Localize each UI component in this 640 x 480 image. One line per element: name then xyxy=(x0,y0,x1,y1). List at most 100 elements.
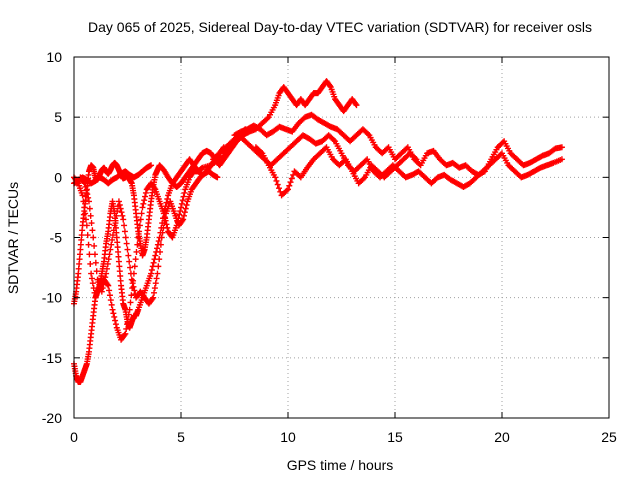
data-point xyxy=(122,234,129,241)
data-point xyxy=(121,228,128,235)
data-point xyxy=(104,260,111,267)
data-point xyxy=(137,216,144,223)
data-point xyxy=(125,311,132,318)
data-point xyxy=(142,193,149,200)
data-point xyxy=(365,131,372,138)
data-point xyxy=(131,263,138,270)
data-point xyxy=(326,82,333,89)
data-point xyxy=(120,216,127,223)
data-point xyxy=(412,155,419,162)
y-tick-labels: -20 -15 -10 -5 0 5 10 xyxy=(42,49,62,426)
data-point xyxy=(125,252,132,259)
data-point xyxy=(124,321,131,328)
data-point xyxy=(109,232,116,239)
data-point xyxy=(108,301,115,308)
data-point xyxy=(178,200,185,207)
data-point xyxy=(114,208,121,215)
data-point xyxy=(288,175,295,182)
data-point xyxy=(84,232,91,239)
data-point xyxy=(110,227,117,234)
data-point xyxy=(160,224,167,231)
data-point xyxy=(128,276,135,283)
data-point xyxy=(88,220,95,227)
y-tick-label: -5 xyxy=(50,230,63,246)
data-point xyxy=(258,149,265,156)
data-point xyxy=(154,245,161,252)
data-point xyxy=(122,330,129,337)
data-point xyxy=(178,204,184,211)
data-point xyxy=(83,187,90,194)
data-point xyxy=(152,252,159,259)
data-point xyxy=(103,265,110,272)
data-point xyxy=(276,185,283,192)
data-point xyxy=(82,183,89,190)
data-point xyxy=(157,241,164,248)
y-tick-label: 0 xyxy=(54,169,62,185)
data-point xyxy=(82,210,89,217)
data-point xyxy=(157,248,164,255)
data-point xyxy=(91,251,98,258)
data-point xyxy=(99,285,106,292)
data-point xyxy=(90,234,97,241)
data-point xyxy=(83,222,90,229)
data-point xyxy=(86,251,93,258)
data-point xyxy=(130,283,137,290)
data-point xyxy=(151,185,158,192)
grid-lines xyxy=(74,57,609,418)
data-point xyxy=(159,229,166,236)
data-point xyxy=(179,217,186,224)
data-point xyxy=(139,204,146,211)
data-point xyxy=(133,248,140,255)
data-point xyxy=(113,212,120,219)
data-point xyxy=(151,289,158,296)
data-point xyxy=(85,194,92,201)
x-tick-label: 15 xyxy=(387,429,403,445)
data-point xyxy=(123,240,130,247)
series-track-7 xyxy=(210,132,565,190)
data-point xyxy=(109,236,116,243)
data-point xyxy=(163,199,170,206)
data-point xyxy=(180,216,187,223)
data-point xyxy=(150,259,157,266)
data-point xyxy=(136,228,143,235)
data-point xyxy=(124,316,131,323)
data-series xyxy=(71,78,565,385)
data-point xyxy=(273,177,280,184)
data-point xyxy=(214,174,221,181)
data-point xyxy=(112,321,119,328)
data-point xyxy=(119,212,126,219)
data-point xyxy=(115,198,122,205)
data-point xyxy=(180,212,187,219)
data-point xyxy=(106,287,113,294)
data-point xyxy=(330,137,337,144)
data-point xyxy=(92,259,99,266)
x-tick-label: 20 xyxy=(494,429,510,445)
series-track-9 xyxy=(71,162,155,187)
data-point xyxy=(124,246,131,253)
data-point xyxy=(87,260,94,267)
series-track-6 xyxy=(231,111,565,178)
data-point xyxy=(352,100,359,107)
series-track-8 xyxy=(252,144,420,199)
data-point xyxy=(135,234,142,241)
y-tick-label: 5 xyxy=(54,109,62,125)
data-point xyxy=(148,266,155,273)
data-point xyxy=(89,227,96,234)
y-tick-label: -10 xyxy=(42,290,62,306)
data-point xyxy=(82,216,89,223)
data-point xyxy=(111,313,118,320)
data-point xyxy=(156,256,163,263)
data-point xyxy=(183,202,190,209)
data-point xyxy=(287,179,294,186)
data-point xyxy=(107,297,114,304)
data-point xyxy=(141,197,148,204)
data-point xyxy=(140,200,147,207)
data-point xyxy=(100,281,107,288)
x-tick-label: 25 xyxy=(601,429,617,445)
data-point xyxy=(182,205,189,212)
data-point xyxy=(180,193,187,200)
data-point xyxy=(413,156,420,163)
data-point xyxy=(149,263,156,270)
data-point xyxy=(353,102,360,109)
data-point xyxy=(155,238,162,245)
